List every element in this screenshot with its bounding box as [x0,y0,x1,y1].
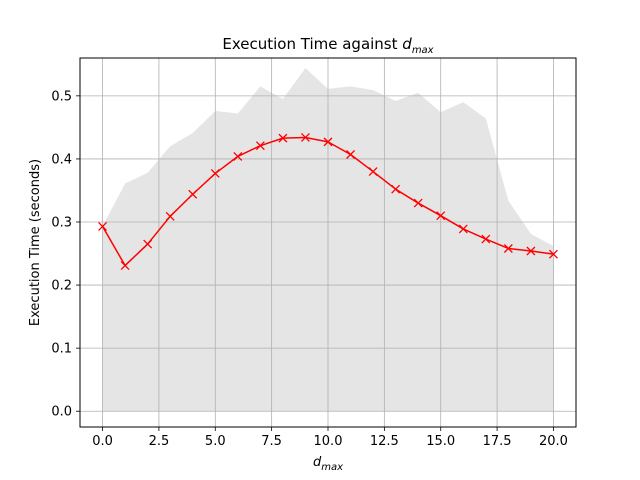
x-tick-label: 2.5 [149,434,170,449]
chart-title: Execution Time against dmax [222,35,433,56]
data-point-marker [98,221,108,231]
y-tick-label: 0.5 [51,89,72,104]
chart-title-text: Execution Time against [222,35,402,53]
x-tick-label: 5.0 [205,434,226,449]
x-tick-label: 20.0 [539,434,568,449]
data-point-marker [300,133,310,142]
x-tick-label: 15.0 [426,434,455,449]
data-point-marker [210,168,220,178]
data-point-marker [120,261,130,270]
data-point-marker [548,249,558,259]
data-point-marker [278,133,288,143]
x-tick-label: 17.5 [483,434,512,449]
data-point-marker [323,137,333,147]
data-point-marker [413,198,423,208]
data-point-marker [526,246,536,256]
x-axis-title-var-sub: max [321,462,343,473]
data-point-marker [368,167,378,176]
x-tick-label: 12.5 [370,434,399,449]
data-point-marker [346,150,356,159]
x-tick-label: 10.0 [314,434,343,449]
grid-layer [80,58,576,427]
y-tick-label: 0.2 [51,279,72,294]
y-tick-label: 0.4 [51,152,72,167]
data-point-marker [436,211,446,221]
data-point-marker [233,151,243,161]
data-point-marker [481,234,491,244]
x-axis-title: dmax [313,455,343,473]
data-point-marker [458,224,468,234]
y-axis-title: Execution Time (seconds) [28,159,43,326]
y-tick-label: 0.3 [51,216,72,231]
x-tick-label: 7.5 [261,434,282,449]
data-point-marker [391,184,401,194]
series-marker-layer [98,133,558,270]
chart-title-var-sub: max [412,45,434,56]
data-point-marker [143,239,153,249]
axis-ticks-layer: 0.0 2.5 5.0 7.5 10.0 12.5 15.0 17.5 20.0 0.0 0.1 0.… [51,89,568,449]
x-axis-title-var: d [313,455,322,470]
y-tick-label: 0.1 [51,342,72,357]
chart-title-var: d [402,35,412,53]
data-point-marker [503,244,513,253]
y-tick-label: 0.0 [51,405,72,420]
x-tick-label: 0.0 [92,434,113,449]
data-point-marker [165,211,175,221]
data-point-marker [188,189,198,199]
data-point-marker [255,141,265,151]
